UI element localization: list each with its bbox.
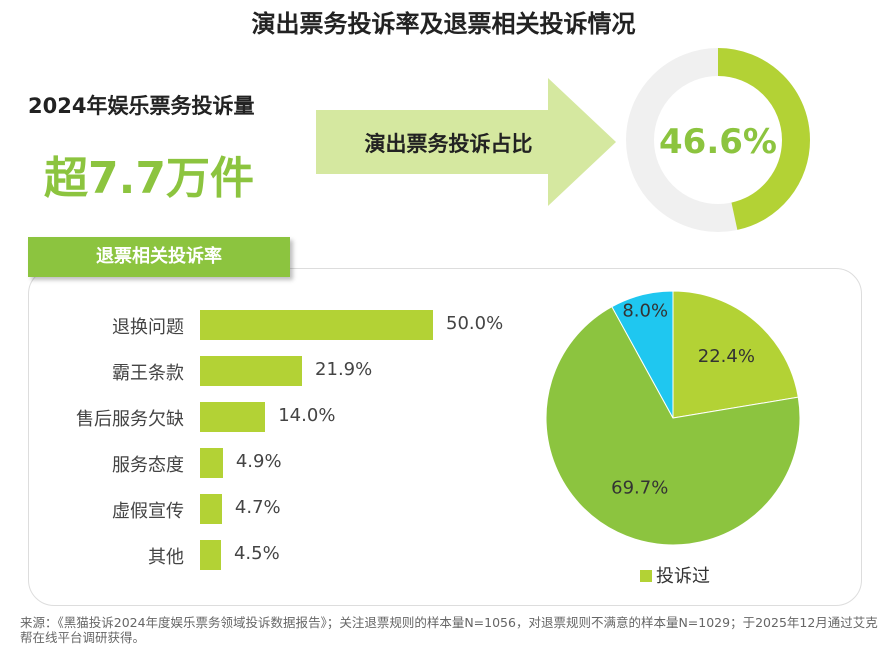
kpi-value: 超7.7万件 bbox=[44, 153, 254, 204]
pie-slice-label: 69.7% bbox=[611, 478, 668, 499]
bar-category-label: 服务态度 bbox=[112, 455, 184, 476]
kpi-label: 2024年娱乐票务投诉量 bbox=[28, 94, 255, 118]
donut-chart bbox=[626, 48, 810, 232]
page-title: 演出票务投诉率及退票相关投诉情况 bbox=[251, 10, 636, 38]
bar-category-label: 其他 bbox=[148, 547, 184, 568]
bar-category-label: 虚假宣传 bbox=[112, 501, 184, 522]
bar-value-label: 14.0% bbox=[278, 405, 336, 426]
bar-category-label: 售后服务欠缺 bbox=[76, 409, 184, 430]
bar-value-label: 21.9% bbox=[315, 359, 373, 380]
bar-value-label: 4.7% bbox=[234, 497, 281, 518]
pie-legend: 投诉过 bbox=[640, 562, 710, 588]
pie-slice bbox=[545, 305, 801, 546]
bar bbox=[200, 402, 266, 432]
pie-chart: 22.4% 69.7% 8.0% bbox=[545, 290, 801, 546]
bar bbox=[200, 540, 221, 570]
donut-label: 46.6% bbox=[659, 122, 777, 162]
legend-swatch bbox=[640, 570, 652, 582]
bar-category-label: 退换问题 bbox=[112, 317, 184, 338]
arrow-label: 演出票务投诉占比 bbox=[364, 132, 533, 156]
bar bbox=[200, 310, 433, 340]
pie-slice bbox=[611, 290, 674, 419]
chart-panel bbox=[28, 268, 862, 606]
pie-slice-label: 8.0% bbox=[622, 301, 668, 322]
bar bbox=[200, 448, 223, 478]
pie-slice bbox=[672, 290, 799, 419]
arrow-shape bbox=[316, 78, 616, 206]
source-note: 来源：《黑猫投诉2024年度娱乐票务领域投诉数据报告》；关注退票规则的样本量N=… bbox=[20, 615, 878, 645]
pie-slice-label: 22.4% bbox=[698, 346, 755, 367]
section-title: 退票相关投诉率 bbox=[28, 237, 290, 277]
bar-value-label: 50.0% bbox=[446, 313, 504, 334]
bar-category-label: 霸王条款 bbox=[112, 363, 184, 384]
bar-value-label: 4.9% bbox=[235, 451, 282, 472]
bar bbox=[200, 356, 303, 386]
bar bbox=[200, 494, 222, 524]
donut-arc bbox=[626, 48, 810, 232]
legend-label: 投诉过 bbox=[656, 566, 710, 587]
bar-value-label: 4.5% bbox=[233, 543, 280, 564]
